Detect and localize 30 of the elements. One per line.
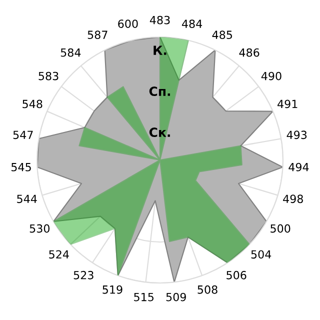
spoke-label: 490 [261, 72, 282, 80]
spoke-label: 486 [239, 48, 260, 57]
spoke-label: 500 [270, 224, 290, 233]
spoke-label: 583 [38, 72, 58, 80]
spoke-label: 587 [88, 30, 108, 40]
spoke-label: 509 [166, 292, 186, 302]
spoke-label: 545 [12, 163, 31, 172]
spoke-label: 600 [118, 20, 138, 28]
spoke-label: 544 [17, 194, 37, 204]
spoke-label: 484 [182, 20, 202, 28]
y-tick-label: К. [154, 46, 166, 55]
spoke-label: 508 [198, 285, 218, 294]
spoke-label: 530 [30, 224, 50, 233]
spoke-label: 483 [150, 16, 170, 24]
spoke-label: 515 [134, 293, 154, 302]
spoke-label: 584 [60, 48, 81, 57]
spoke-label: 493 [286, 130, 307, 140]
spoke-label: 504 [251, 250, 272, 259]
spoke-label: 519 [102, 285, 122, 294]
spoke-label: 494 [288, 162, 309, 172]
spoke-label: 524 [49, 250, 69, 259]
spoke-label: 485 [212, 30, 232, 40]
spoke-label: 491 [278, 100, 298, 108]
spoke-label: 548 [22, 100, 42, 108]
spoke-label: 523 [74, 270, 94, 280]
spoke-label: 498 [283, 194, 303, 204]
y-tick-label: Сп. [149, 86, 170, 96]
spoke-label: 506 [226, 270, 246, 280]
spoke-label: 547 [13, 130, 33, 140]
y-tick-label: Ск. [149, 128, 170, 138]
